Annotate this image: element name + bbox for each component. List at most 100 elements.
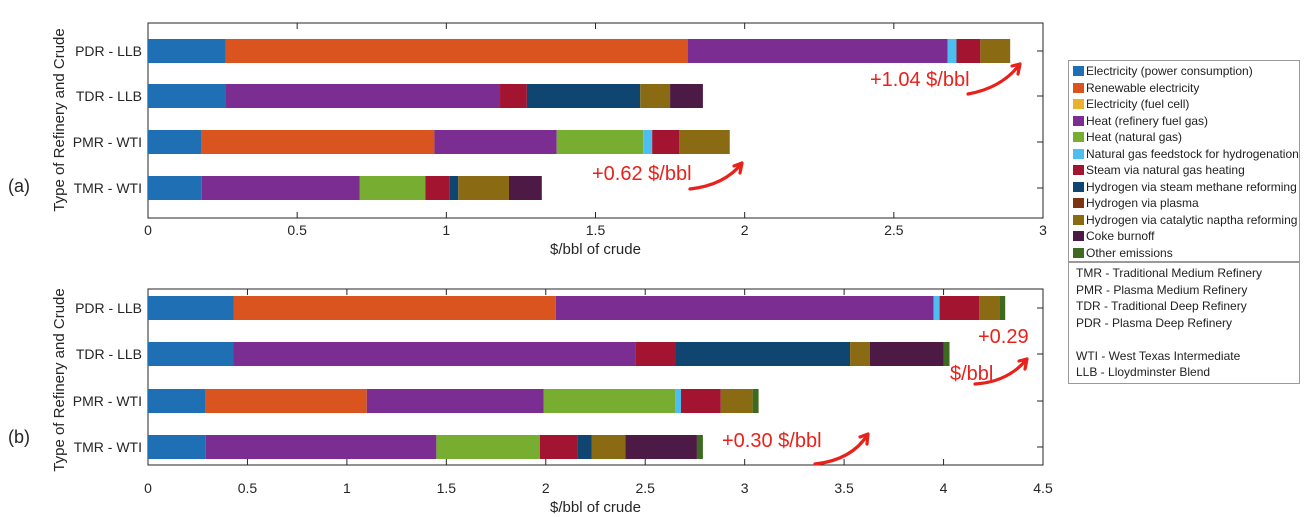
- legend-label: Hydrogen via steam methane reforming: [1086, 179, 1297, 194]
- legend-label: Natural gas feedstock for hydrogenation: [1086, 146, 1299, 161]
- y-tick-label: PDR - LLB: [75, 300, 142, 316]
- bar-segment: [359, 176, 426, 200]
- chart-panel-a: 0 0.5 1 1.5 2 2.5 3 $/bbl of crude Type of Refin…: [8, 22, 1047, 258]
- y-tick-label: PMR - WTI: [73, 134, 142, 150]
- bar-segment: [933, 296, 940, 320]
- x-tick-label: 2: [741, 222, 749, 238]
- curved-arrow-icon: [973, 357, 1029, 386]
- bar-segment: [148, 342, 234, 366]
- bar-segment: [148, 296, 234, 320]
- bar-segment: [556, 130, 644, 154]
- bar-segment: [205, 435, 437, 459]
- bar-segment: [225, 84, 501, 108]
- x-tick-label: 0.5: [238, 480, 258, 496]
- legend-swatch: [1073, 165, 1084, 175]
- bar-segment: [425, 176, 450, 200]
- x-tick-label: 3: [1039, 222, 1047, 238]
- abbreviation-line: WTI - West Texas Intermediate: [1076, 348, 1241, 363]
- bar-segment: [681, 389, 721, 413]
- bar-segment: [652, 130, 680, 154]
- y-tick-label: TMR - WTI: [74, 180, 142, 196]
- bar-segment: [947, 39, 957, 63]
- legend-swatch: [1073, 99, 1084, 109]
- bar-segment: [148, 84, 226, 108]
- increase-annotation: +0.62 $/bbl: [592, 163, 692, 185]
- legend-swatch: [1073, 198, 1084, 208]
- legend-swatch: [1073, 148, 1084, 159]
- bar-segment: [543, 389, 676, 413]
- bar-segment: [539, 435, 578, 459]
- bar-segment: [850, 342, 870, 366]
- bar-segment: [458, 176, 509, 200]
- legend: Electricity (power consumption) Renewable…: [1068, 60, 1300, 262]
- x-tick-label: 3: [741, 480, 749, 496]
- bar-segment: [956, 39, 981, 63]
- x-tick-label: 3.5: [834, 480, 854, 496]
- bar-segment: [201, 176, 360, 200]
- bar-segment: [640, 84, 671, 108]
- y-axis-label: Type of Refinery and Crude: [51, 288, 68, 471]
- y-tick-label: TDR - LLB: [76, 346, 142, 362]
- bar-segment: [434, 130, 557, 154]
- y-tick-label: TDR - LLB: [76, 88, 142, 104]
- bar-segment: [233, 296, 556, 320]
- legend-swatch: [1073, 82, 1084, 93]
- bar-segment: [643, 130, 653, 154]
- bar-segment: [980, 39, 1011, 63]
- x-tick-label: 4.5: [1033, 480, 1053, 496]
- increase-annotation: +0.30 $/bbl: [722, 430, 822, 452]
- legend-swatch: [1073, 231, 1084, 241]
- bar-segment: [436, 435, 540, 459]
- x-axis-label: $/bbl of crude: [550, 241, 641, 258]
- abbreviation-line: TDR - Traditional Deep Refinery: [1076, 299, 1247, 313]
- x-tick-label: 1: [442, 222, 450, 238]
- bar-segment: [635, 342, 676, 366]
- bar-segment: [366, 389, 544, 413]
- bar-segment: [526, 84, 641, 108]
- x-tick-label: 1.5: [586, 222, 606, 238]
- y-tick-label: PDR - LLB: [75, 43, 142, 59]
- x-axis-label: $/bbl of crude: [550, 499, 641, 516]
- bar-segment: [720, 389, 753, 413]
- legend-label: Renewable electricity: [1086, 80, 1200, 95]
- bar-segment: [449, 176, 459, 200]
- x-tick-label: 4: [940, 480, 948, 496]
- panel-label: (a): [8, 176, 30, 196]
- increase-annotation: $/bbl: [950, 363, 993, 385]
- legend-label: Electricity (fuel cell): [1086, 97, 1190, 111]
- bar-segment: [591, 435, 626, 459]
- abbreviation-key: TMR - Traditional Medium Refinery PMR - P…: [1068, 262, 1300, 384]
- legend-label: Steam via natural gas heating: [1086, 163, 1245, 177]
- x-tick-label: 0: [144, 480, 152, 496]
- abbreviation-line: PDR - Plasma Deep Refinery: [1076, 315, 1233, 330]
- chart-panel-b: 0 0.5 1 1.5 2 2.5 3 3.5 4 4.5 $/bbl of crude Type o…: [8, 288, 1053, 516]
- bar-segment: [752, 389, 759, 413]
- legend-swatch: [1073, 66, 1084, 76]
- x-tick-label: 2.5: [635, 480, 655, 496]
- bar-segment: [205, 389, 367, 413]
- bar-segment: [148, 435, 206, 459]
- legend-label: Electricity (power consumption): [1086, 64, 1253, 78]
- bar-segment: [687, 39, 948, 63]
- bar-segment: [500, 84, 527, 108]
- bar-segment: [679, 130, 730, 154]
- y-axis-label: Type of Refinery and Crude: [51, 28, 68, 211]
- bar-segment: [148, 176, 202, 200]
- bar-segment: [696, 435, 703, 459]
- abbreviation-line: TMR - Traditional Medium Refinery: [1076, 266, 1263, 280]
- abbreviation-line: PMR - Plasma Medium Refinery: [1076, 282, 1248, 297]
- x-tick-label: 0: [144, 222, 152, 238]
- bar-segment: [869, 342, 944, 366]
- x-tick-label: 2: [542, 480, 550, 496]
- legend-label: Other emissions: [1086, 245, 1173, 260]
- increase-annotation: +1.04 $/bbl: [870, 69, 970, 91]
- bar-segment: [148, 389, 206, 413]
- bar-segment: [148, 130, 202, 154]
- y-tick-label: PMR - WTI: [73, 393, 142, 409]
- x-tick-label: 0.5: [287, 222, 307, 238]
- curved-arrow-icon: [813, 432, 870, 466]
- x-tick-label: 1.5: [437, 480, 457, 496]
- bar-segment: [999, 296, 1006, 320]
- bar-segment: [939, 296, 980, 320]
- bar-segment: [148, 39, 226, 63]
